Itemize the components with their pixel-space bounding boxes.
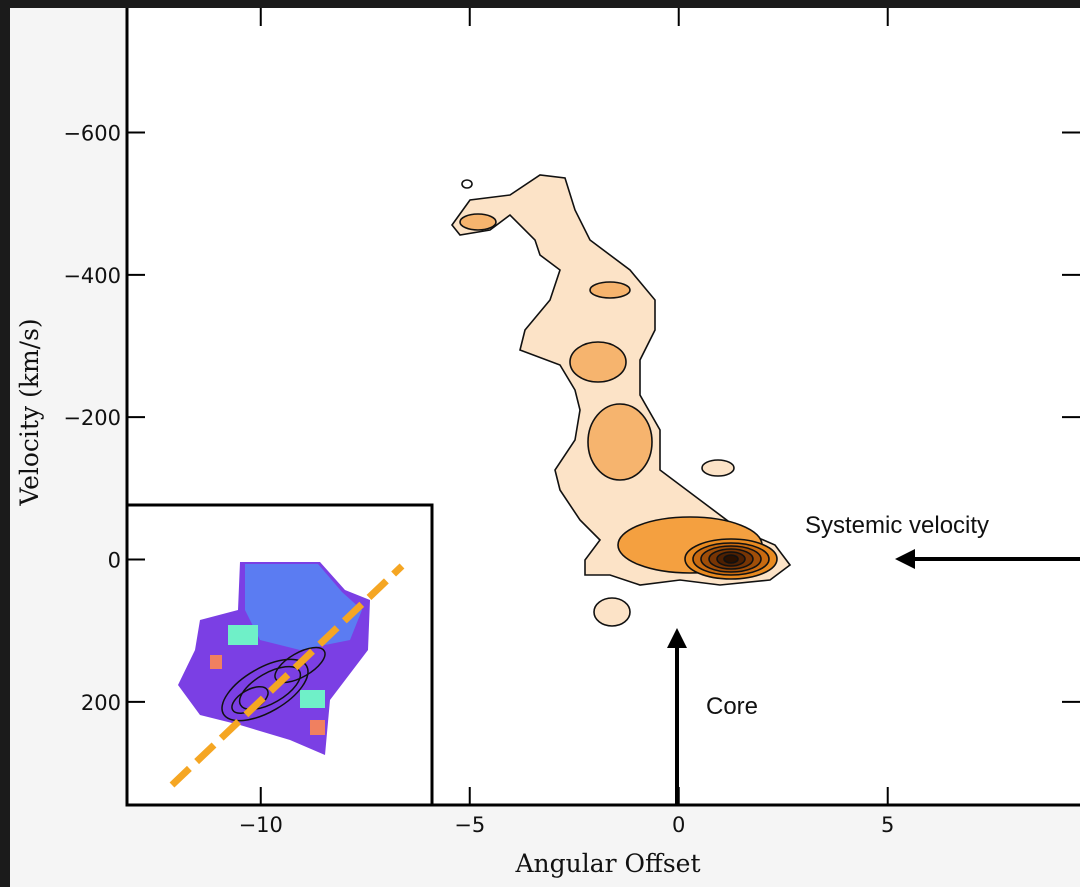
- x-axis-label: Angular Offset: [515, 849, 701, 878]
- y-axis-label: Velocity (km/s): [15, 318, 44, 506]
- x-tick-label: 0: [672, 813, 685, 837]
- annotation: Core: [706, 693, 758, 720]
- inset-map: [210, 655, 222, 669]
- inset-map: [300, 690, 325, 708]
- x-tick-label: 5: [881, 813, 894, 837]
- figure: Systemic velocity Core Angular Offset Ve…: [0, 0, 1080, 887]
- inset-map: [228, 625, 258, 645]
- x-tick-label: −5: [454, 813, 485, 837]
- y-tick-label: −200: [63, 406, 121, 430]
- y-tick-label: 0: [108, 548, 121, 572]
- inset: [127, 505, 432, 805]
- annotation: Systemic velocity: [805, 512, 989, 539]
- x-tick-label: −10: [239, 813, 283, 837]
- y-tick-label: −400: [63, 264, 121, 288]
- inset-map: [310, 720, 325, 735]
- y-tick-label: −600: [63, 122, 121, 146]
- y-tick-label: 200: [81, 691, 121, 715]
